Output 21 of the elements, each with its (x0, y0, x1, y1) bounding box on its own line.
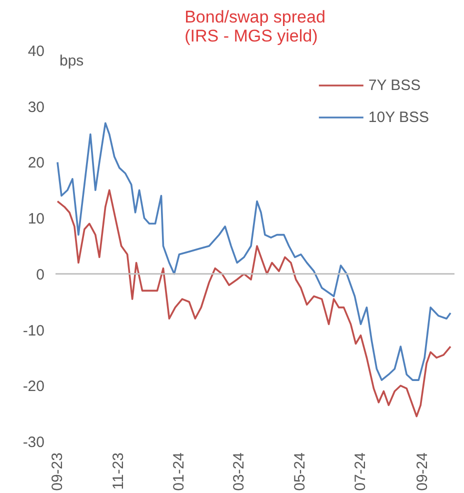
x-tick-label: 09-23 (49, 452, 66, 491)
y-tick-label: 20 (28, 154, 45, 172)
x-tick-label: 05-24 (291, 452, 308, 491)
x-tick-label: 03-24 (230, 452, 248, 491)
x-tick-label: 01-24 (170, 452, 188, 491)
line-series (56, 122, 452, 381)
y-tick-label: -20 (22, 378, 45, 396)
x-tick-label: 11-23 (110, 452, 127, 490)
y-tick-label: 0 (36, 266, 44, 284)
y-tick-label: 10 (28, 210, 45, 228)
legend-label: 7Y BSS (368, 76, 421, 94)
chart-title: Bond/swap spread (IRS - MGS yield) (184, 8, 326, 46)
x-tick-label: 07-24 (352, 452, 370, 491)
legend-label: 10Y BSS (368, 108, 429, 126)
y-axis-title: bps (60, 52, 84, 70)
y-tick-label: 40 (28, 43, 45, 60)
y-tick-label: 30 (28, 98, 45, 116)
line-series (56, 189, 452, 418)
y-tick-label: -10 (22, 322, 45, 340)
y-tick-label: -30 (22, 434, 45, 451)
x-tick-label: 09-24 (414, 452, 432, 491)
